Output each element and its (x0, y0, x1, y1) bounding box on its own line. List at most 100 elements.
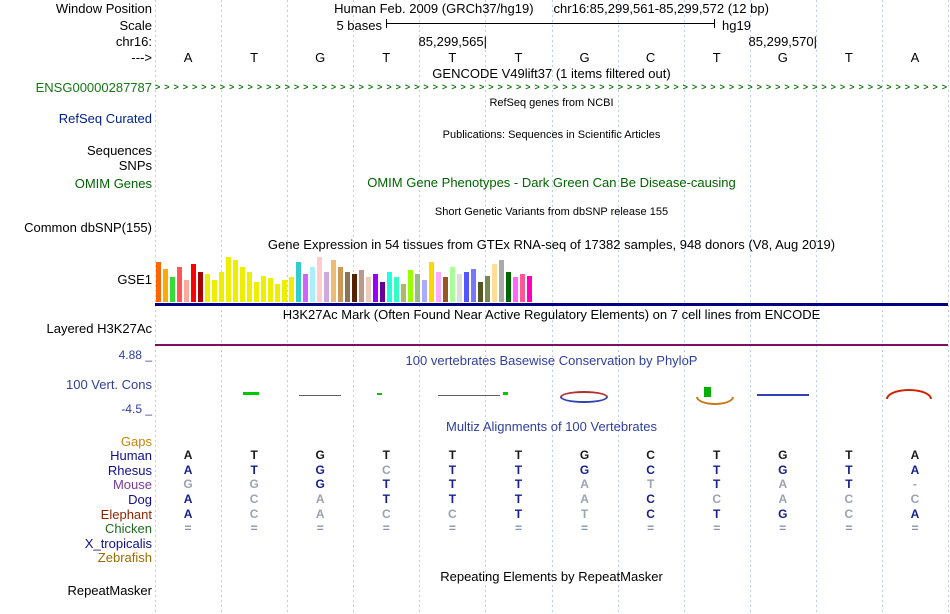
conservation-mark (560, 397, 608, 403)
column-guideline (353, 0, 355, 614)
track-title-conservation[interactable]: 100 vertebrates Basewise Conservation by… (405, 353, 698, 368)
sidebar-item-repeatmasker[interactable]: RepeatMasker (67, 583, 152, 598)
alignment-base: A (910, 463, 920, 477)
gtex-tissue-bar (240, 267, 245, 302)
species-label-zebrafish[interactable]: Zebrafish (97, 550, 152, 565)
conservation-mark (886, 389, 932, 399)
gtex-tissue-bar (345, 272, 350, 302)
gtex-tissue-bar (219, 272, 224, 302)
alignment-base: T (250, 463, 258, 477)
conservation-mark (377, 393, 382, 395)
alignment-base: - (912, 477, 917, 491)
sidebar-item-common-dbsnp[interactable]: Common dbSNP(155) (24, 220, 152, 235)
scale-bar (386, 19, 715, 28)
alignment-base: G (249, 477, 259, 491)
alignment-base: C (844, 507, 854, 521)
alignment-base: = (779, 521, 787, 535)
species-label-x_tropicalis[interactable]: X_tropicalis (84, 536, 152, 551)
alignment-base: T (646, 477, 655, 491)
sidebar-item-omim-genes[interactable]: OMIM Genes (74, 176, 152, 191)
sidebar-item-snps[interactable]: SNPs (118, 158, 152, 173)
track-title-omim[interactable]: OMIM Gene Phenotypes - Dark Green Can Be… (367, 175, 736, 190)
alignment-base: = (845, 521, 853, 535)
conservation-mark (438, 395, 500, 396)
track-title-dbsnp[interactable]: Short Genetic Variants from dbSNP releas… (434, 206, 669, 218)
scale-bar-label: 5 bases (336, 18, 382, 33)
alignment-base: G (183, 477, 193, 491)
alignment-base: T (382, 477, 390, 491)
alignment-base: A (315, 492, 325, 506)
track-title-gtex[interactable]: Gene Expression in 54 tissues from GTEx … (267, 237, 836, 252)
track-title-refseq[interactable]: RefSeq genes from NCBI (489, 97, 614, 109)
ruler-base: A (910, 50, 920, 65)
alignment-base: = (911, 521, 919, 535)
alignment-base: = (316, 521, 324, 535)
ruler-base: G (315, 50, 326, 65)
sidebar-item-100-vert-cons[interactable]: 100 Vert. Cons (66, 377, 152, 392)
gtex-tissue-bar (499, 260, 504, 302)
conservation-mark (503, 392, 508, 395)
gtex-tissue-bar (464, 272, 469, 302)
alignment-base: G (315, 463, 325, 477)
alignment-base: T (514, 448, 523, 462)
gtex-tissue-bar (317, 257, 322, 302)
gtex-tissue-bar (506, 272, 511, 302)
column-guideline (617, 0, 619, 614)
species-label-dog[interactable]: Dog (128, 492, 152, 507)
gtex-tissue-bar (212, 280, 217, 302)
gtex-tissue-bar (359, 270, 364, 302)
track-title-multiz[interactable]: Multiz Alignments of 100 Vertebrates (445, 419, 657, 434)
conservation-mark (704, 387, 711, 397)
column-guideline (815, 0, 817, 614)
sidebar-item-gse1[interactable]: GSE1 (117, 272, 152, 287)
sidebar-item-layered-h3k27ac[interactable]: Layered H3K27Ac (46, 321, 152, 336)
gtex-tissue-bar (338, 267, 343, 302)
species-label-rhesus[interactable]: Rhesus (107, 463, 152, 478)
species-label-gaps[interactable]: Gaps (120, 434, 152, 449)
alignment-base: = (184, 521, 192, 535)
ruler-base: G (777, 50, 788, 65)
species-label-elephant[interactable]: Elephant (100, 507, 152, 522)
alignment-base: G (778, 448, 788, 462)
column-guideline (287, 0, 289, 614)
gtex-tissue-bar (282, 280, 287, 302)
column-guideline (683, 0, 685, 614)
species-label-human[interactable]: Human (110, 448, 152, 463)
alignment-base: A (580, 477, 589, 491)
alignment-base: T (845, 463, 853, 477)
track-title-repeatmasker[interactable]: Repeating Elements by RepeatMasker (440, 569, 663, 584)
alignment-base: T (382, 448, 390, 462)
ruler-base: A (183, 50, 193, 65)
column-guideline (551, 0, 553, 614)
gtex-tissue-bar (177, 267, 182, 302)
gtex-tissue-bar (450, 267, 455, 302)
track-title-publications[interactable]: Publications: Sequences in Scientific Ar… (442, 129, 661, 141)
alignment-base: T (514, 463, 523, 477)
sidebar-item-sequences[interactable]: Sequences (86, 143, 152, 158)
position-range: chr16:85,299,561-85,299,572 (12 bp) (553, 1, 769, 16)
gtex-tissue-bar (520, 274, 525, 302)
gtex-tissue-bar (289, 277, 294, 302)
alignment-base: = (250, 521, 258, 535)
gtex-tissue-bar (478, 282, 483, 302)
sidebar-item-refseq-curated[interactable]: RefSeq Curated (58, 111, 152, 126)
species-label-chicken[interactable]: Chicken (105, 521, 152, 536)
gencode-transcript-arrows[interactable]: >>>>>>>>>>>>>>>>>>>>>>>>>>>>>>>>>>>>>>>>… (155, 82, 948, 92)
alignment-base: A (778, 477, 788, 491)
conservation-min-value: -4.5 _ (121, 402, 152, 416)
alignment-base: = (448, 521, 456, 535)
alignment-base: T (845, 477, 853, 491)
alignment-base: C (381, 507, 391, 521)
alignment-base: T (514, 507, 523, 521)
sidebar-item-gencode-gene[interactable]: ENSG00000287787 (35, 80, 152, 95)
window-position-label: Window Position (55, 1, 152, 16)
alignment-base: A (183, 492, 193, 506)
alignment-base: T (448, 448, 457, 462)
track-title-h3k27ac[interactable]: H3K27Ac Mark (Often Found Near Active Re… (282, 307, 821, 322)
track-title-gencode[interactable]: GENCODE V49lift37 (1 items filtered out) (432, 66, 671, 81)
gtex-tissue-bar (261, 276, 266, 302)
species-label-mouse[interactable]: Mouse (112, 477, 152, 492)
alignment-base: C (646, 492, 655, 506)
alignment-base: T (514, 477, 523, 491)
